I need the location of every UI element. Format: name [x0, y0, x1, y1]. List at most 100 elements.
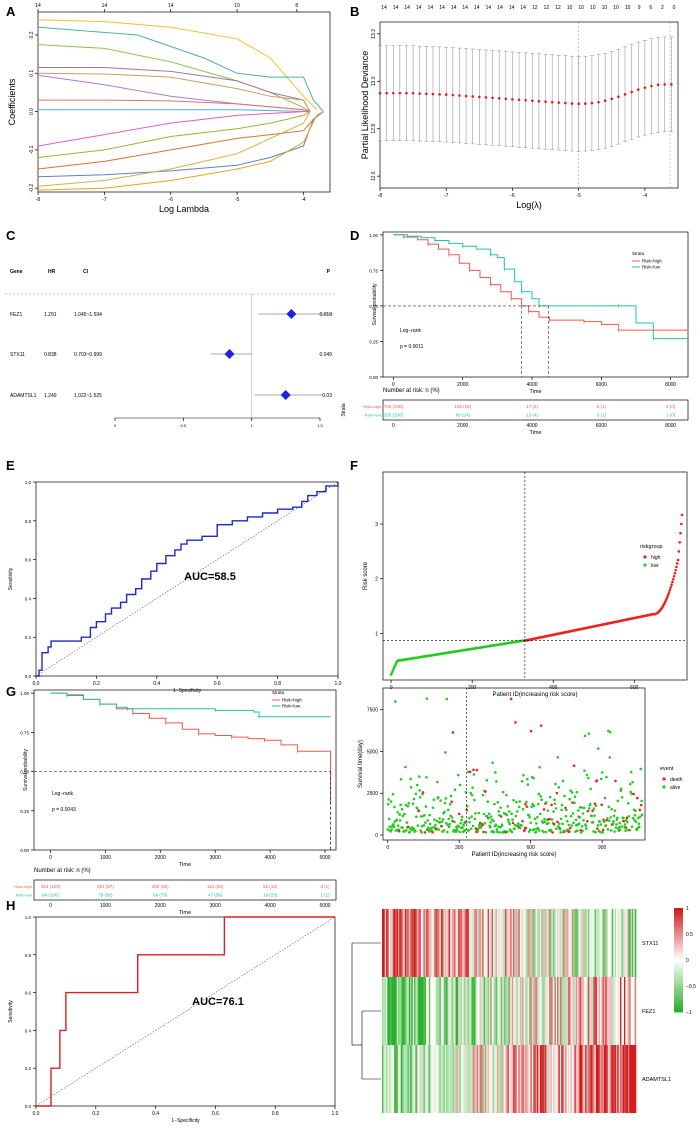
- heatmap-cell: [559, 977, 562, 1045]
- survival-status-point: [639, 767, 643, 771]
- heatmap-cell: [610, 1045, 613, 1113]
- color-scale-cell: [674, 908, 683, 911]
- heatmap-cell: [565, 977, 567, 1045]
- survival-status-point: [397, 829, 401, 833]
- heatmap-cell: [471, 977, 474, 1045]
- roc-curve: [36, 916, 335, 1107]
- x-tick-label: 900: [598, 845, 607, 851]
- survival-status-point: [632, 792, 635, 796]
- survival-status-point: [514, 721, 517, 724]
- heatmap-cell: [472, 1045, 475, 1113]
- risk-score-point: [669, 586, 673, 589]
- heatmap-cell: [518, 909, 520, 977]
- heatmap-cell: [440, 977, 443, 1045]
- heatmap-cell: [458, 909, 460, 977]
- heatmap-cell: [420, 1045, 423, 1113]
- heatmap-cell: [518, 1045, 520, 1113]
- survival-status-point: [584, 824, 588, 828]
- survival-status-point: [589, 787, 592, 791]
- survival-status-point: [603, 796, 607, 800]
- deviance-point: [570, 102, 574, 105]
- heatmap-cell: [535, 1045, 538, 1113]
- heatmap-cell: [450, 1045, 452, 1113]
- heatmap-cell: [549, 909, 551, 977]
- color-scale-cell: [674, 967, 683, 971]
- coef-path-gene13: [37, 111, 324, 191]
- color-scale-cell: [674, 1006, 683, 1010]
- heatmap-cell: [622, 977, 625, 1045]
- heatmap-cell: [509, 977, 511, 1045]
- heatmap-cell: [631, 977, 634, 1045]
- survival-status-point: [421, 791, 425, 794]
- heatmap-cell: [400, 977, 403, 1045]
- heatmap-cell: [557, 1045, 559, 1113]
- heatmap-cell: [603, 977, 606, 1045]
- survival-status-point: [622, 816, 625, 820]
- risk-score-point: [672, 575, 676, 578]
- survival-status-point: [437, 828, 441, 831]
- survival-status-point: [546, 809, 550, 812]
- y-tick-label: 0.25: [369, 339, 378, 344]
- heatmap-cell: [459, 909, 462, 977]
- heatmap-cell: [573, 1045, 575, 1113]
- heatmap-cell: [607, 909, 610, 977]
- survival-status-point: [481, 823, 484, 827]
- heatmap-cell: [428, 977, 431, 1045]
- y-tick-label: 0.6: [25, 991, 32, 996]
- x-tick-label: -6: [169, 197, 174, 203]
- survival-status-point: [631, 780, 634, 784]
- survival-status-point: [451, 731, 455, 734]
- survival-status-point: [466, 770, 470, 774]
- x-axis-title: 1−Specificity: [173, 688, 202, 694]
- y-tick-label: 0.50: [369, 304, 378, 309]
- deviance-point: [511, 98, 514, 101]
- gene-label: FEZ1: [642, 1009, 655, 1015]
- survival-status-point: [561, 779, 565, 783]
- deviance-point: [405, 91, 408, 95]
- heatmap-cell: [491, 1045, 494, 1113]
- y-tick-label: 0: [375, 833, 378, 839]
- heatmap-cell: [444, 909, 447, 977]
- risk-row-label: Risk=low: [365, 412, 381, 417]
- plot-frame: [379, 21, 679, 189]
- heatmap-cell: [546, 909, 549, 977]
- heatmap-cell: [602, 909, 605, 977]
- heatmap-cell: [622, 909, 625, 977]
- heatmap-cell: [618, 909, 621, 977]
- risk-table-frame: [382, 399, 689, 421]
- survival-status-point: [435, 827, 438, 830]
- heatmap-cell: [589, 977, 591, 1045]
- heatmap-cell: [607, 977, 610, 1045]
- legend-label-low: low: [651, 563, 659, 569]
- survival-status-point: [487, 812, 491, 816]
- deviance-point: [537, 99, 541, 103]
- survival-status-point: [634, 820, 638, 824]
- legend-label: Risk=low: [282, 704, 301, 709]
- y-tick-label: 0.1: [29, 70, 35, 77]
- survival-status-point: [612, 820, 615, 823]
- y-tick-label: 0.2: [25, 1066, 32, 1071]
- heatmap-cell: [414, 977, 416, 1045]
- survival-status-point: [467, 816, 471, 820]
- heatmap-cell: [478, 1045, 480, 1113]
- survival-status-point: [592, 807, 596, 810]
- survival-status-point: [429, 826, 433, 830]
- y-tick-label: 0.25: [20, 809, 29, 814]
- heatmap-cell: [435, 909, 438, 977]
- heatmap-cell: [530, 977, 533, 1045]
- heatmap-cell: [523, 909, 526, 977]
- heatmap-cell: [463, 977, 466, 1045]
- heatmap-cell: [615, 1045, 618, 1113]
- risk-x-tick-label: 3000: [210, 903, 221, 909]
- risk-x-tick-label: 2000: [155, 903, 166, 909]
- survival-status-point: [557, 825, 560, 828]
- heatmap-cell: [432, 909, 435, 977]
- survival-status-point: [608, 756, 612, 759]
- y-tick-label: 0.00: [369, 375, 378, 380]
- heatmap-cell: [414, 1045, 416, 1113]
- heatmap-cell: [510, 977, 512, 1045]
- survival-status-point: [443, 810, 446, 814]
- heatmap-cell: [495, 1045, 498, 1113]
- heatmap-cell: [500, 1045, 503, 1113]
- survival-status-point: [560, 808, 563, 812]
